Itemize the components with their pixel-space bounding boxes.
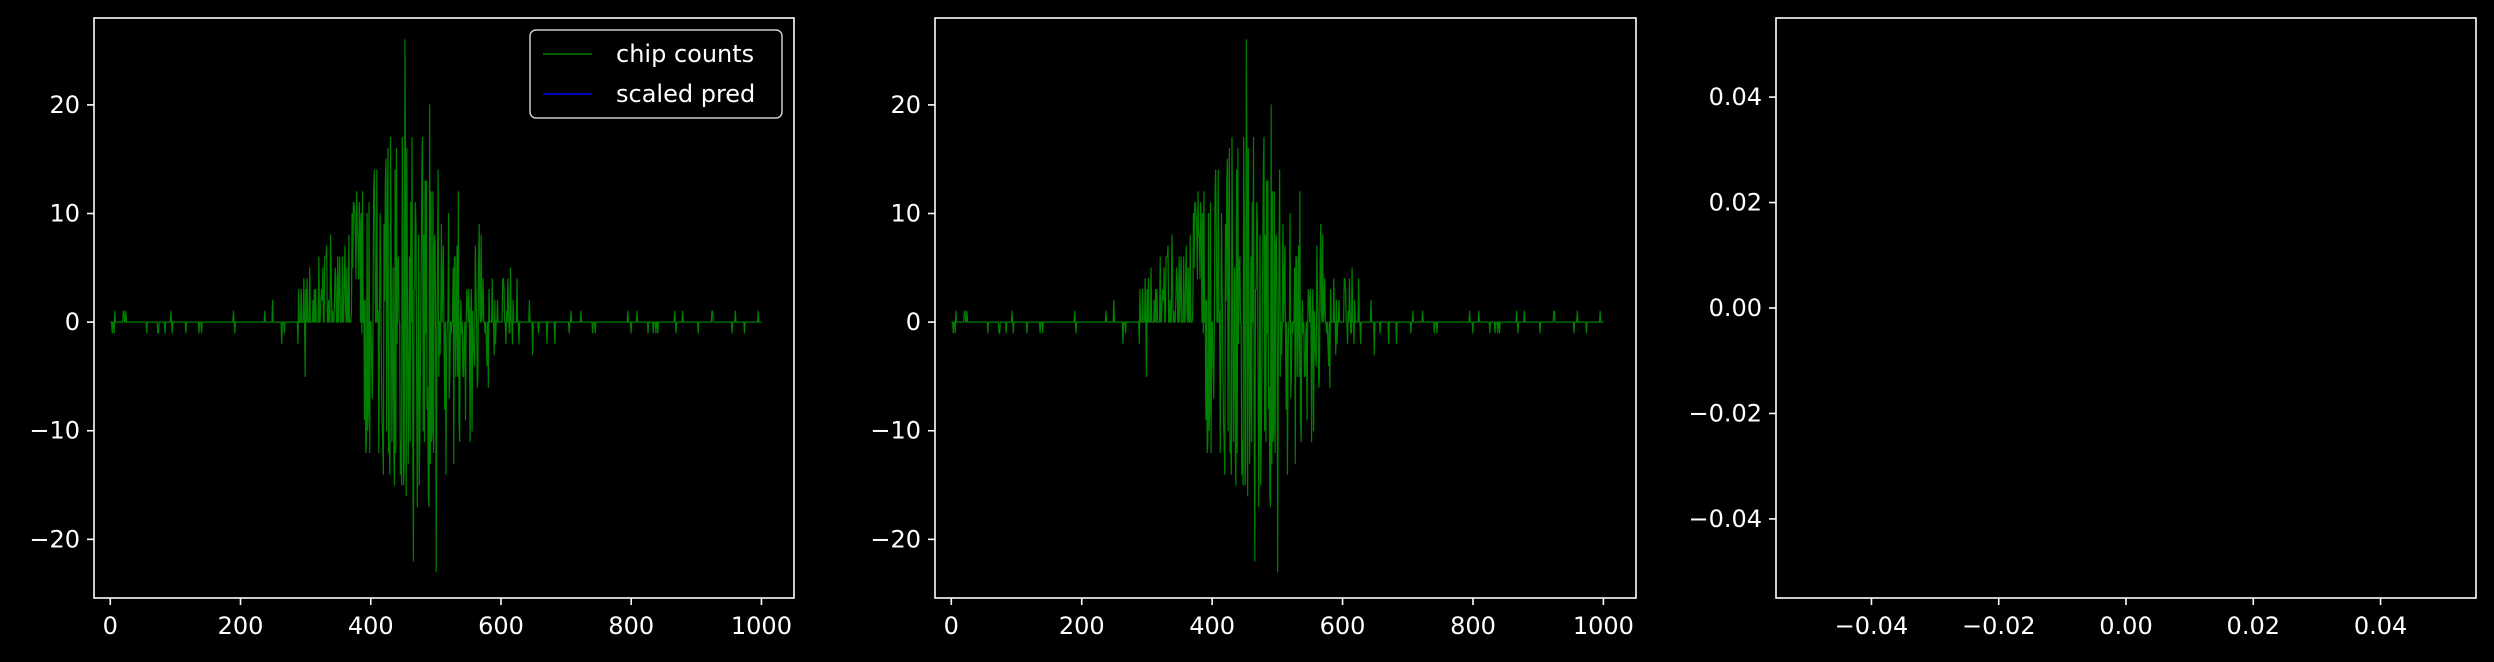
x-tick-label: −0.04 — [1835, 612, 1909, 640]
legend-frame — [529, 29, 783, 119]
x-tick-label: 800 — [1450, 612, 1496, 640]
y-tick-label: 20 — [890, 91, 921, 119]
y-tick-label: 10 — [49, 200, 80, 228]
chart-panel-2: 0 200 400 600 800 1000 −20 −10 0 10 20 — [870, 17, 1637, 640]
y-tick-label: 0.00 — [1709, 294, 1762, 322]
x-tick-label: 0.04 — [2354, 612, 2407, 640]
y-tick-label: 10 — [890, 200, 921, 228]
x-tick-label: 1000 — [731, 612, 792, 640]
y-tick-label: 0.02 — [1709, 189, 1762, 217]
x-tick-label: 0.00 — [2099, 612, 2152, 640]
y-tick-label: 20 — [49, 91, 80, 119]
legend-label-chip-counts: chip counts — [616, 40, 754, 68]
x-tick-label: 0.02 — [2227, 612, 2280, 640]
x-tick-label: 400 — [1189, 612, 1235, 640]
x-tick-label: 1000 — [1573, 612, 1634, 640]
legend: chip counts scaled pred — [529, 29, 783, 119]
x-tick-label: 600 — [478, 612, 524, 640]
y-tick-label: −10 — [29, 417, 80, 445]
chart-panel-1: 0 200 400 600 800 1000 −20 −10 0 10 20 — [29, 17, 795, 640]
x-tick-label: 400 — [348, 612, 394, 640]
axes-frame — [934, 17, 1637, 599]
x-tick-label: 0 — [103, 612, 118, 640]
x-tick-label: 800 — [608, 612, 654, 640]
series-line-chip-counts — [110, 39, 762, 573]
legend-label-scaled-pred: scaled pred — [616, 80, 755, 108]
x-tick-label: 600 — [1320, 612, 1366, 640]
x-tick-label: 200 — [218, 612, 264, 640]
y-tick-label: −20 — [29, 525, 80, 553]
x-tick-label: −0.02 — [1962, 612, 2036, 640]
x-tick-label: 200 — [1059, 612, 1105, 640]
y-tick-label: −20 — [870, 525, 921, 553]
series-line-chip-counts — [951, 39, 1604, 573]
axes-frame — [93, 17, 795, 599]
y-tick-label: −0.02 — [1688, 399, 1762, 427]
y-tick-label: −10 — [870, 417, 921, 445]
x-tick-label: 0 — [944, 612, 959, 640]
y-tick-label: 0.04 — [1709, 83, 1762, 111]
chart-panel-3: −0.04 −0.02 0.00 0.02 0.04 −0.04 −0.02 0.00 0.02… — [1688, 17, 2477, 640]
y-tick-label: −0.04 — [1688, 505, 1762, 533]
y-tick-label: 0 — [65, 308, 80, 336]
y-tick-label: 0 — [906, 308, 921, 336]
